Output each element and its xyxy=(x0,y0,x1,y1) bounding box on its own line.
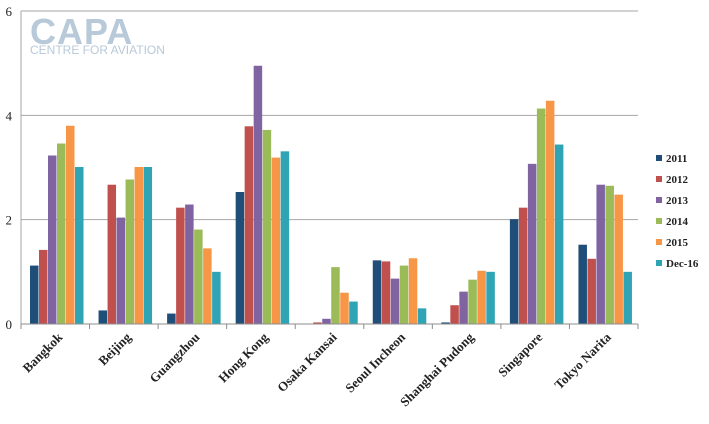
bar xyxy=(30,265,39,324)
x-tick-label: Shanghai Pudong xyxy=(397,329,477,409)
bar xyxy=(167,313,176,324)
bar xyxy=(623,271,632,324)
x-tick-label: Guangzhou xyxy=(146,330,202,386)
bar xyxy=(313,322,322,324)
watermark-sub: CENTRE FOR AVIATION xyxy=(30,43,165,57)
x-tick-label: Tokyo Narita xyxy=(551,329,614,392)
x-tick-label: Seoul Incheon xyxy=(342,329,409,396)
x-axis: Bangkok Beijing Guangzhou Hong Kong Osaka Ka… xyxy=(20,323,639,409)
y-axis: 0 2 4 6 xyxy=(6,4,22,332)
bar xyxy=(554,144,564,324)
x-tick-label: Bangkok xyxy=(20,329,66,375)
legend: 2011 2012 2013 2014 2015 Dec-16 xyxy=(656,153,699,270)
bar xyxy=(399,265,409,324)
bar xyxy=(134,166,144,324)
bar xyxy=(381,261,391,324)
bar xyxy=(75,166,84,324)
bar xyxy=(176,207,185,324)
legend-swatch xyxy=(656,218,662,224)
x-tick-label: Singapore xyxy=(495,329,545,379)
bar xyxy=(244,126,254,324)
bar xyxy=(536,108,546,324)
legend-swatch xyxy=(656,239,662,245)
watermark-main: CAPA xyxy=(30,11,133,52)
legend-swatch xyxy=(656,176,662,182)
x-tick-label: Hong Kong xyxy=(215,329,271,385)
bar xyxy=(372,260,382,324)
legend-label: 2013 xyxy=(666,195,689,207)
bar xyxy=(486,271,495,324)
bar xyxy=(477,270,486,324)
bar xyxy=(235,192,245,324)
bar xyxy=(125,179,135,324)
bar xyxy=(107,184,117,324)
bar xyxy=(98,310,108,324)
bar xyxy=(340,292,349,324)
y-tick-label: 2 xyxy=(6,213,13,228)
bar xyxy=(518,207,528,324)
capa-watermark: CAPA CENTRE FOR AVIATION xyxy=(30,11,165,57)
bar xyxy=(509,219,519,324)
bar xyxy=(48,155,57,324)
bar xyxy=(349,301,358,324)
bar xyxy=(408,258,418,324)
bar xyxy=(271,157,281,324)
bar xyxy=(194,229,203,324)
bar xyxy=(331,267,340,324)
bar xyxy=(459,291,468,324)
bar xyxy=(527,163,537,324)
bar xyxy=(39,249,48,324)
legend-swatch xyxy=(656,197,662,203)
bar xyxy=(185,204,194,324)
legend-label: 2011 xyxy=(666,153,687,165)
bar xyxy=(203,248,212,324)
x-tick-label: Beijing xyxy=(95,329,134,368)
bar xyxy=(605,185,614,324)
bar xyxy=(614,194,623,324)
legend-label: 2012 xyxy=(666,174,689,186)
y-tick-label: 0 xyxy=(6,317,13,332)
y-tick-label: 6 xyxy=(6,4,13,19)
bar xyxy=(578,244,587,324)
bar xyxy=(468,279,477,324)
bar xyxy=(253,65,263,325)
legend-label: Dec-16 xyxy=(666,258,699,270)
bars xyxy=(30,65,632,325)
bar xyxy=(116,217,126,324)
bar xyxy=(545,100,555,324)
legend-label: 2015 xyxy=(666,237,689,249)
bar xyxy=(262,129,272,324)
legend-swatch xyxy=(656,260,662,266)
bar xyxy=(143,166,153,324)
bar xyxy=(450,305,459,324)
bar xyxy=(441,322,450,324)
y-tick-label: 4 xyxy=(6,108,13,123)
x-tick-label: Osaka Kansai xyxy=(274,329,340,395)
bar xyxy=(390,278,400,324)
bar xyxy=(212,271,221,324)
bar xyxy=(66,125,75,325)
legend-swatch xyxy=(656,155,662,161)
bar xyxy=(280,151,290,324)
bar xyxy=(596,184,605,324)
bar xyxy=(57,143,66,324)
bar xyxy=(417,308,427,324)
bar xyxy=(587,258,596,324)
legend-label: 2014 xyxy=(666,216,689,228)
bar xyxy=(322,318,331,324)
